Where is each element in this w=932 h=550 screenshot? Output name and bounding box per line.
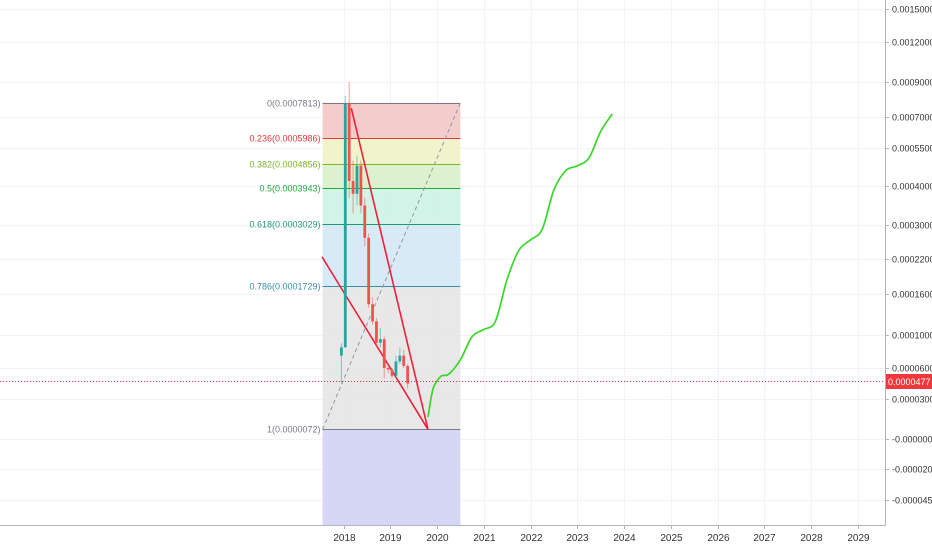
trend-lines[interactable] bbox=[321, 108, 429, 430]
fib-level-label: 0.236(0.0005986) bbox=[249, 134, 320, 144]
fib-level-label: 0.382(0.0004856) bbox=[249, 160, 320, 170]
y-tick-label: 0.0012000 bbox=[892, 38, 932, 48]
x-tick-label: 2022 bbox=[520, 533, 543, 544]
x-tick-label: 2028 bbox=[800, 533, 823, 544]
fib-zone bbox=[322, 188, 461, 224]
y-tick-label: -0.0000200 bbox=[892, 465, 932, 475]
triangle-trend-line[interactable] bbox=[321, 256, 429, 430]
y-tick-label: 0.0004000 bbox=[892, 182, 932, 192]
fib-trend-line bbox=[322, 102, 461, 430]
candle-body bbox=[398, 355, 402, 362]
x-tick-label: 2024 bbox=[613, 533, 636, 544]
time-axis[interactable]: 2018 2019 2020 2021 2022 2023 2024 2025 2026 2027… bbox=[0, 525, 932, 550]
y-tick-label: -0.0000000 bbox=[892, 435, 932, 445]
fib-level-label: 0.5(0.0003943) bbox=[259, 184, 320, 194]
y-tick-label: 0.0001000 bbox=[892, 331, 932, 341]
current-price-text: 0.0000477 bbox=[888, 377, 931, 387]
candle-body bbox=[390, 369, 394, 376]
y-tick-label: 0.0005500 bbox=[892, 144, 932, 154]
y-tick-label: 0.0001600 bbox=[892, 290, 932, 300]
candle-body bbox=[355, 165, 359, 194]
y-tick-label: 0.0007000 bbox=[892, 113, 932, 123]
fib-level-label: 0(0.0007813) bbox=[267, 99, 321, 109]
candle-body bbox=[371, 304, 374, 322]
candle-body bbox=[367, 237, 371, 305]
projection-curve bbox=[427, 113, 614, 418]
candle-body bbox=[386, 368, 390, 370]
candlesticks bbox=[339, 82, 410, 389]
candle-body bbox=[402, 355, 406, 366]
x-tick-label: 2025 bbox=[660, 533, 683, 544]
candle-body bbox=[363, 205, 367, 238]
fib-zone bbox=[322, 164, 461, 189]
projection-line bbox=[427, 113, 614, 418]
candle-body bbox=[375, 321, 378, 343]
candle-body bbox=[347, 103, 351, 181]
candle-body bbox=[339, 347, 343, 356]
y-tick-label: 0.0009000 bbox=[892, 78, 932, 88]
price-axis-bg bbox=[885, 0, 932, 525]
price-axis[interactable]: 0.0015000 0.0012000 0.0009000 0.0007000 0.00… bbox=[885, 0, 932, 525]
x-tick-label: 2018 bbox=[333, 533, 356, 544]
candle-body bbox=[406, 365, 410, 384]
y-tick-label: 0.0003000 bbox=[892, 221, 932, 231]
fib-zone bbox=[322, 286, 461, 430]
x-tick-label: 2023 bbox=[566, 533, 589, 544]
fib-zone-extension bbox=[322, 429, 461, 525]
candle-body bbox=[359, 165, 363, 206]
time-axis-bg bbox=[0, 525, 932, 550]
candle-body bbox=[378, 339, 382, 343]
y-tick-label: 0.0000300 bbox=[892, 395, 932, 405]
fib-level-label: 1(0.0000072) bbox=[267, 425, 321, 435]
x-tick-label: 2027 bbox=[753, 533, 776, 544]
candle-body bbox=[382, 339, 386, 368]
fib-level-label: 0.618(0.0003029) bbox=[249, 220, 320, 230]
current-price-tag bbox=[886, 374, 932, 389]
y-tick-label: 0.0002200 bbox=[892, 255, 932, 265]
candle-body bbox=[351, 180, 355, 194]
y-tick-label: 0.0015000 bbox=[892, 5, 932, 15]
fib-level-label: 0.786(0.0001729) bbox=[249, 282, 320, 292]
current-price-label: 0.0000477 bbox=[886, 374, 932, 389]
y-tick-label: 0.0000600 bbox=[892, 364, 932, 374]
x-tick-label: 2021 bbox=[473, 533, 496, 544]
x-tick-label: 2020 bbox=[426, 533, 449, 544]
x-tick-label: 2029 bbox=[847, 533, 870, 544]
candle-body bbox=[343, 103, 347, 348]
y-tick-label: -0.0000450 bbox=[892, 496, 932, 506]
x-tick-label: 2026 bbox=[707, 533, 730, 544]
triangle-trend-line[interactable] bbox=[350, 108, 429, 430]
candle-body bbox=[394, 361, 398, 376]
x-tick-label: 2019 bbox=[379, 533, 402, 544]
fib-zone bbox=[322, 102, 461, 138]
